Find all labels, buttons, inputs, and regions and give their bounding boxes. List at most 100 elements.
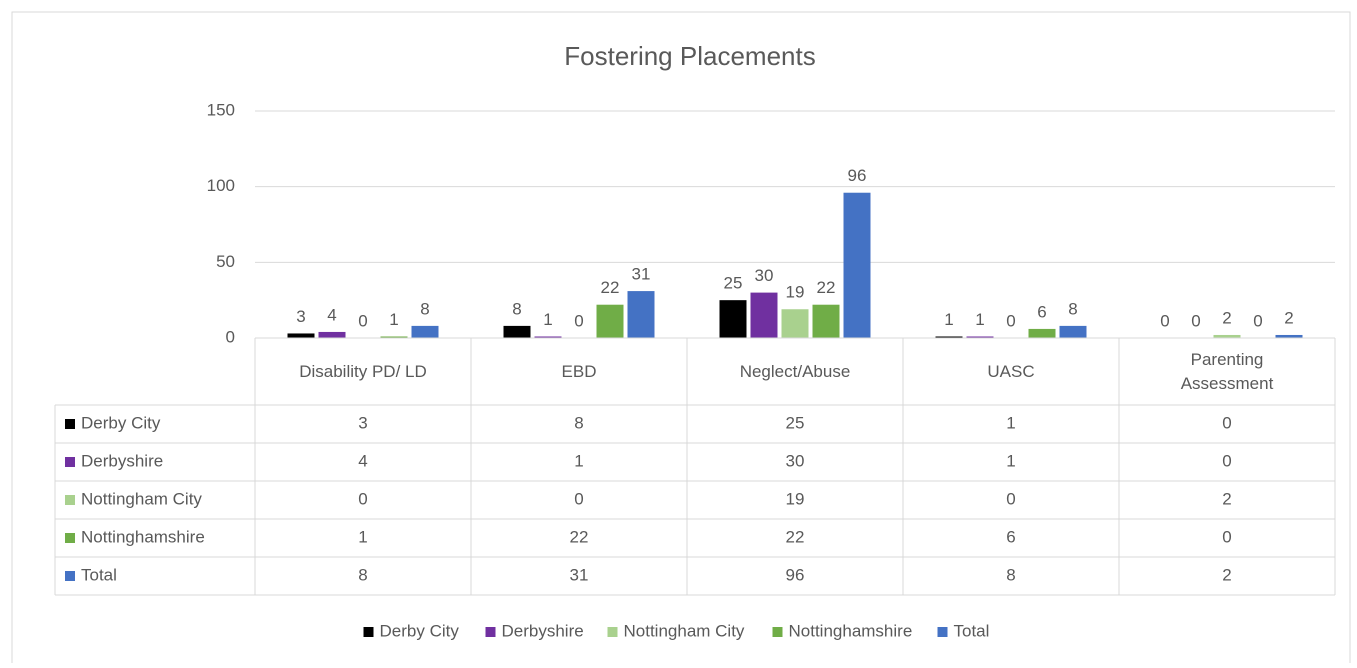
table-cell: 2 [1222, 489, 1231, 508]
x-tick-label: EBD [471, 338, 687, 405]
table-cell: 96 [786, 565, 805, 584]
table-cell: 2 [1222, 565, 1231, 584]
table-cell: 3 [358, 413, 367, 432]
legend-label: Derby City [380, 621, 460, 640]
data-label: 0 [1006, 311, 1015, 330]
data-label: 31 [632, 265, 651, 284]
legend-key [607, 627, 618, 637]
data-label: 0 [1253, 311, 1262, 330]
data-label: 96 [848, 166, 867, 185]
table-cell: 1 [574, 451, 583, 470]
data-label: 8 [512, 299, 521, 318]
data-label: 0 [574, 311, 583, 330]
table-cell: 8 [574, 413, 583, 432]
data-label: 19 [786, 283, 805, 302]
table-row-label: Nottingham City [81, 489, 202, 508]
x-tick-label-text: UASC [987, 361, 1035, 381]
y-tick-label: 150 [207, 100, 235, 119]
legend-key [937, 627, 948, 637]
bar [380, 336, 408, 338]
x-tick-label-box: UASC [903, 338, 1119, 405]
table-cell: 25 [786, 413, 805, 432]
data-label: 22 [601, 278, 620, 297]
data-label: 1 [944, 310, 953, 329]
bar [750, 292, 778, 338]
x-tick-label: UASC [903, 338, 1119, 405]
legend-label: Nottinghamshire [789, 621, 913, 640]
table-legend-key [65, 495, 75, 505]
x-tick-label: Neglect/Abuse [687, 338, 903, 405]
table-row-label: Derby City [81, 413, 161, 432]
bar [935, 336, 963, 338]
y-tick-label: 50 [216, 252, 235, 271]
data-label: 8 [420, 299, 429, 318]
table-cell: 8 [1006, 565, 1015, 584]
bar [596, 304, 624, 338]
data-label: 1 [543, 310, 552, 329]
chart-border [11, 11, 1351, 668]
legend-key [485, 627, 496, 637]
bar [781, 309, 809, 338]
x-tick-label-text: Neglect/Abuse [739, 361, 851, 381]
data-label: 25 [724, 274, 743, 293]
table-cell: 8 [358, 565, 367, 584]
table-cell: 0 [1222, 413, 1231, 432]
table-legend-key [65, 457, 75, 467]
data-label: 0 [1160, 311, 1169, 330]
x-tick-label-box: Neglect/Abuse [687, 338, 903, 405]
bar [966, 336, 994, 338]
x-tick-label: Disability PD/ LD [255, 338, 471, 405]
data-label: 6 [1037, 302, 1046, 321]
legend-label: Nottingham City [624, 621, 745, 640]
table-row-label: Derbyshire [81, 451, 163, 470]
table-legend-key [65, 533, 75, 543]
bar [627, 291, 655, 338]
table-cell: 0 [574, 489, 583, 508]
data-label: 2 [1284, 308, 1293, 327]
legend-key [772, 627, 783, 637]
legend-key [363, 627, 374, 637]
bar [1275, 334, 1303, 338]
table-cell: 4 [358, 451, 367, 470]
table-cell: 0 [1222, 527, 1231, 546]
data-label: 4 [327, 305, 336, 324]
table-cell: 1 [1006, 451, 1015, 470]
data-label: 3 [296, 307, 305, 326]
bar [1059, 325, 1087, 338]
table-cell: 6 [1006, 527, 1015, 546]
data-label: 1 [975, 310, 984, 329]
bar [318, 331, 346, 338]
table-row-label: Nottinghamshire [81, 527, 205, 546]
data-label: 0 [1191, 311, 1200, 330]
table-cell: 19 [786, 489, 805, 508]
bar [534, 336, 562, 338]
bar [1028, 328, 1056, 338]
table-cell: 22 [570, 527, 589, 546]
x-tick-label: Parenting Assessment [1119, 338, 1335, 405]
bar [1213, 334, 1241, 338]
y-tick-label: 100 [207, 176, 235, 195]
table-cell: 0 [1222, 451, 1231, 470]
x-tick-label-box: EBD [471, 338, 687, 405]
legend-label: Derbyshire [502, 621, 584, 640]
data-label: 22 [817, 278, 836, 297]
data-label: 0 [358, 311, 367, 330]
bar [287, 333, 315, 338]
bar [812, 304, 840, 338]
table-legend-key [65, 571, 75, 581]
legend-label: Total [954, 621, 990, 640]
bar [719, 300, 747, 338]
y-tick-label: 0 [226, 327, 235, 346]
table-row-label: Total [81, 565, 117, 584]
data-label: 8 [1068, 299, 1077, 318]
table-cell: 30 [786, 451, 805, 470]
data-label: 1 [389, 310, 398, 329]
table-cell: 31 [570, 565, 589, 584]
table-cell: 1 [358, 527, 367, 546]
bar [411, 325, 439, 338]
bar [503, 325, 531, 338]
table-legend-key [65, 419, 75, 429]
x-tick-label-box: Parenting Assessment [1119, 338, 1335, 405]
data-label: 2 [1222, 308, 1231, 327]
